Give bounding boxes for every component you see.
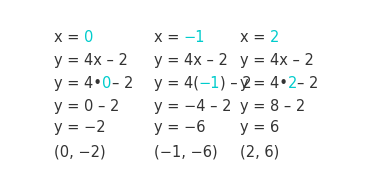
Text: ) – 2: ) – 2 <box>220 76 252 91</box>
Text: y = 4x – 2: y = 4x – 2 <box>240 53 314 68</box>
Text: – 2: – 2 <box>298 76 319 91</box>
Text: y = −6: y = −6 <box>154 120 205 135</box>
Text: x =: x = <box>154 30 183 45</box>
Text: y = 4x – 2: y = 4x – 2 <box>54 53 128 68</box>
Text: 0: 0 <box>84 30 94 45</box>
Text: y = 0 – 2: y = 0 – 2 <box>54 99 120 114</box>
Text: y = 8 – 2: y = 8 – 2 <box>240 99 305 114</box>
Text: −1: −1 <box>198 76 220 91</box>
Text: y = 4•: y = 4• <box>240 76 288 91</box>
Text: (−1, −6): (−1, −6) <box>154 144 217 159</box>
Text: y = −2: y = −2 <box>54 120 106 135</box>
Text: 2: 2 <box>288 76 298 91</box>
Text: x =: x = <box>240 30 270 45</box>
Text: (0, −2): (0, −2) <box>54 144 106 159</box>
Text: x =: x = <box>54 30 84 45</box>
Text: – 2: – 2 <box>112 76 133 91</box>
Text: −1: −1 <box>183 30 205 45</box>
Text: y = 4•: y = 4• <box>54 76 102 91</box>
Text: (2, 6): (2, 6) <box>240 144 279 159</box>
Text: y = 4(: y = 4( <box>154 76 198 91</box>
Text: y = −4 – 2: y = −4 – 2 <box>154 99 231 114</box>
Text: y = 4x – 2: y = 4x – 2 <box>154 53 227 68</box>
Text: 2: 2 <box>270 30 279 45</box>
Text: 0: 0 <box>102 76 112 91</box>
Text: y = 6: y = 6 <box>240 120 279 135</box>
